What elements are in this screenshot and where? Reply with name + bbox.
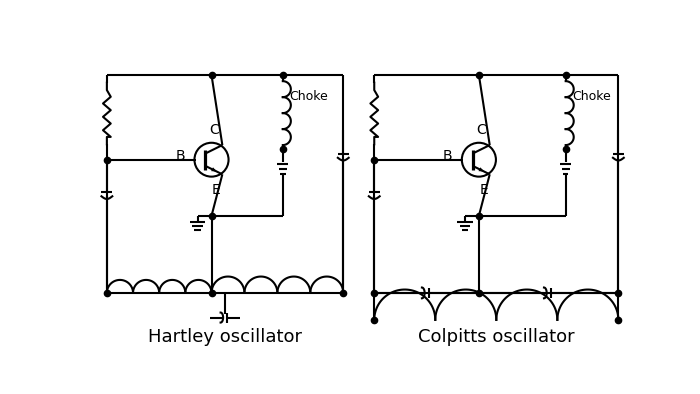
Text: E: E [212, 183, 220, 197]
Text: B: B [443, 149, 452, 163]
Text: B: B [176, 149, 185, 163]
Text: Colpitts oscillator: Colpitts oscillator [418, 327, 575, 346]
Text: Hartley oscillator: Hartley oscillator [148, 327, 302, 346]
Text: E: E [479, 183, 488, 197]
Text: Choke: Choke [572, 90, 610, 103]
Text: Choke: Choke [289, 90, 328, 103]
Text: C: C [209, 123, 218, 137]
Polygon shape [479, 167, 484, 171]
Polygon shape [211, 167, 217, 171]
Text: C: C [476, 123, 486, 137]
